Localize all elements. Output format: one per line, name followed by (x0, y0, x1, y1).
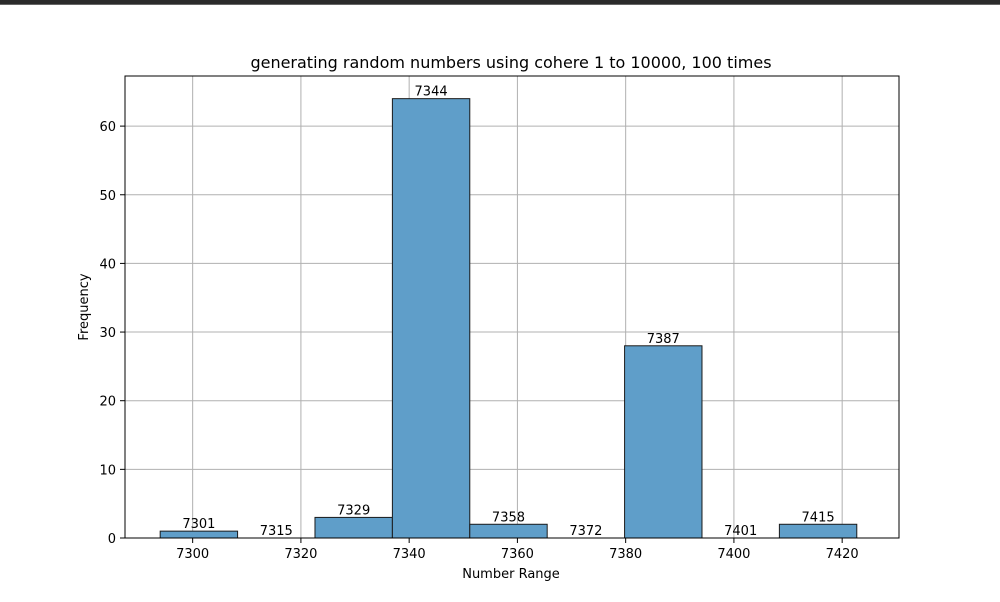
y-tick-label: 10 (99, 463, 116, 478)
x-tick-label: 7320 (284, 547, 317, 562)
bar-labels: 7301 7315 7329 7344 7358 7372 7387 7401 7415 (182, 85, 834, 539)
window-top-bar (0, 0, 1000, 5)
bar-value-label: 7372 (569, 524, 602, 539)
histogram-bar (778, 523, 858, 539)
y-tick-label: 50 (99, 189, 116, 204)
histogram-bar (469, 523, 548, 539)
y-tick-label: 0 (108, 532, 116, 547)
x-tick-label: 7300 (176, 547, 209, 562)
histogram-bar (159, 530, 239, 539)
grid (125, 76, 899, 539)
bar-value-label: 7329 (337, 503, 370, 518)
x-tick-label: 7360 (501, 547, 534, 562)
bar-value-label: 7358 (492, 510, 525, 525)
chart-title: generating random numbers using cohere 1… (250, 53, 771, 72)
x-tick-label: 7340 (393, 547, 426, 562)
histogram-bar (391, 98, 471, 539)
bar-value-label: 7344 (415, 85, 448, 100)
bar-value-label: 7401 (724, 524, 757, 539)
y-tick-label: 60 (99, 120, 116, 135)
bars (159, 98, 858, 539)
bar-value-label: 7315 (260, 524, 293, 539)
x-tick-label: 7400 (717, 547, 750, 562)
y-tick-label: 30 (99, 326, 116, 341)
y-tick-label: 20 (99, 395, 116, 410)
y-axis: 0 10 20 30 40 50 60 (99, 120, 125, 547)
y-tick-label: 40 (99, 257, 116, 272)
x-tick-label: 7380 (609, 547, 642, 562)
x-axis: 7300 7320 7340 7360 7380 7400 7420 (176, 538, 859, 562)
y-axis-title: Frequency (77, 273, 92, 340)
bar-value-label: 7387 (647, 332, 680, 347)
histogram-bar (314, 516, 393, 539)
x-axis-title: Number Range (462, 567, 560, 582)
bar-value-label: 7301 (182, 517, 215, 532)
plot-area-frame (124, 75, 900, 539)
x-tick-label: 7420 (826, 547, 859, 562)
histogram-bar (624, 345, 703, 539)
bar-value-label: 7415 (802, 510, 835, 525)
